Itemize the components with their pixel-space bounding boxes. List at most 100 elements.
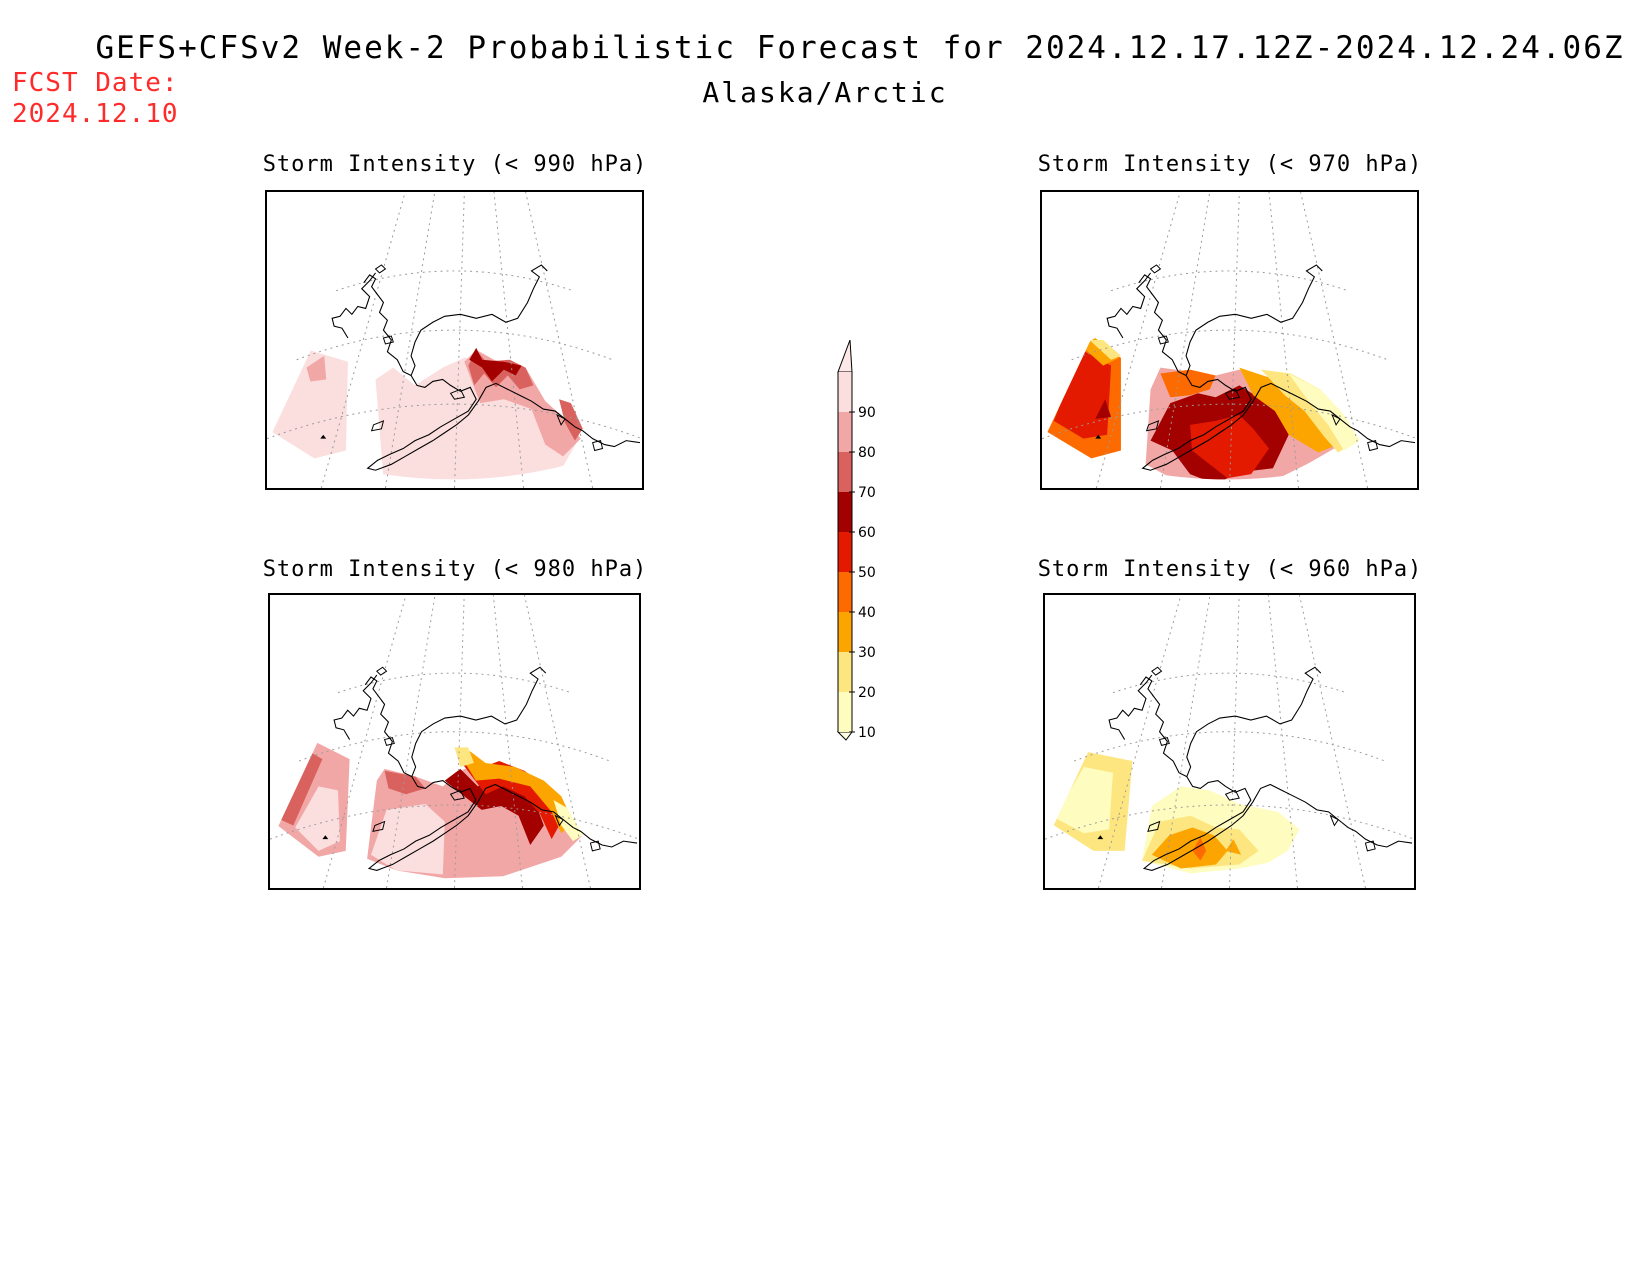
probability-contour <box>469 347 522 382</box>
island-outline <box>1147 820 1161 832</box>
colorbar-tick-label: 80 <box>858 445 876 461</box>
probability-contour <box>553 800 583 842</box>
panel-title-980: Storm Intensity (< 980 hPa) <box>262 557 648 582</box>
coastline-gulf <box>1141 375 1416 471</box>
graticule-line <box>1159 192 1211 488</box>
colorbar-tick-label: 10 <box>858 725 876 741</box>
coastline-gulf <box>1142 776 1413 871</box>
probability-contour <box>267 349 348 459</box>
probability-contour <box>1151 827 1228 869</box>
graticule-line <box>1268 192 1300 488</box>
coastline-gulf <box>366 375 641 471</box>
graticule-line <box>1161 595 1211 888</box>
colorbar-tick-label: 50 <box>858 565 876 581</box>
island-outline <box>554 814 564 827</box>
panel-title-970: Storm Intensity (< 970 hPa) <box>1037 152 1423 177</box>
probability-contour <box>384 770 426 795</box>
island-outline <box>592 440 604 452</box>
colorbar-swatch <box>838 612 852 652</box>
graticule-line <box>1097 595 1182 888</box>
graticule-line <box>335 270 574 292</box>
colorbar-swatch <box>838 692 852 732</box>
island-outline <box>1149 264 1162 274</box>
island-outline <box>449 388 466 400</box>
graticule-line <box>298 731 611 762</box>
colorbar-bottom-cap <box>836 731 853 741</box>
probability-shading <box>1042 338 1360 480</box>
colorbar-tick-label: 70 <box>858 485 876 501</box>
island-outline <box>1151 666 1163 676</box>
map-canvas <box>1042 192 1417 488</box>
probability-contour <box>1089 340 1121 360</box>
coastline-alaska <box>1139 666 1322 778</box>
map-canvas <box>1045 595 1414 888</box>
probability-contour <box>1160 369 1216 398</box>
coastline-gulf <box>367 776 638 871</box>
map-panel-970 <box>1040 190 1419 490</box>
graticule-line <box>492 595 523 888</box>
colorbar-tick-label: 30 <box>858 645 876 661</box>
probability-contour <box>1225 839 1242 855</box>
coastline-chukotka <box>1108 674 1153 740</box>
coastline-alaska <box>363 264 548 377</box>
graticule-line <box>1095 192 1181 488</box>
probability-contour <box>1081 338 1119 366</box>
probability-contour <box>1054 766 1113 834</box>
probability-contour <box>1192 837 1207 861</box>
probability-contour <box>559 399 583 441</box>
graticule-line <box>1110 270 1349 292</box>
probability-contour <box>1288 373 1360 451</box>
island-outline <box>382 335 394 345</box>
island-outline <box>372 820 386 832</box>
island-outline <box>1329 814 1339 827</box>
island-outline <box>589 840 601 852</box>
colorbar-top-cap <box>837 339 853 373</box>
forecast-date-block: FCST Date: 2024.12.10 <box>12 68 179 130</box>
graticule-line <box>1229 595 1240 888</box>
island-outline <box>449 789 465 801</box>
map-panel-980 <box>268 593 641 890</box>
island-outline <box>1331 413 1341 426</box>
forecast-date-value: 2024.12.10 <box>12 99 179 129</box>
graticule-line <box>1071 329 1388 361</box>
coastline-alaska <box>364 666 547 778</box>
map-canvas <box>270 595 639 888</box>
graticule-line <box>322 595 407 888</box>
figure-subtitle: Alaska/Arctic <box>702 76 948 109</box>
map-marker <box>1097 835 1104 840</box>
probability-shading <box>1045 751 1300 874</box>
graticule-line <box>1112 672 1347 694</box>
colorbar-swatch <box>838 492 852 532</box>
forecast-date-label: FCST Date: <box>12 68 179 98</box>
probability-contour <box>306 355 327 382</box>
island-outline <box>1158 737 1170 746</box>
island-outline <box>1364 840 1376 852</box>
map-marker <box>320 434 327 439</box>
coastline-chukotka <box>333 674 378 740</box>
island-outline <box>383 737 395 746</box>
colorbar-swatch <box>838 372 852 412</box>
island-outline <box>1224 388 1241 400</box>
coastline-alaska <box>1138 264 1323 377</box>
panel-title-990: Storm Intensity (< 990 hPa) <box>262 152 648 177</box>
coastline-chukotka <box>331 272 376 339</box>
island-outline <box>1367 440 1379 452</box>
panel-title-960: Storm Intensity (< 960 hPa) <box>1037 557 1423 582</box>
island-outline <box>556 413 566 426</box>
probability-colorbar: 10 20 30 40 50 60 70 80 90 <box>836 339 876 741</box>
island-outline <box>370 420 385 432</box>
graticule-line <box>296 329 613 361</box>
graticule-line <box>493 192 525 488</box>
island-outline <box>374 264 387 274</box>
figure-title: GEFS+CFSv2 Week-2 Probabilistic Forecast… <box>95 30 1625 66</box>
graticule-line <box>454 192 465 488</box>
island-outline <box>1145 420 1160 432</box>
graticule-line <box>337 672 572 694</box>
graticule-line <box>384 192 436 488</box>
map-canvas <box>267 192 642 488</box>
map-panel-990 <box>265 190 644 490</box>
graticule-line <box>386 595 436 888</box>
island-outline <box>1157 335 1169 345</box>
probability-contour <box>370 804 445 875</box>
probability-shading <box>270 741 583 879</box>
